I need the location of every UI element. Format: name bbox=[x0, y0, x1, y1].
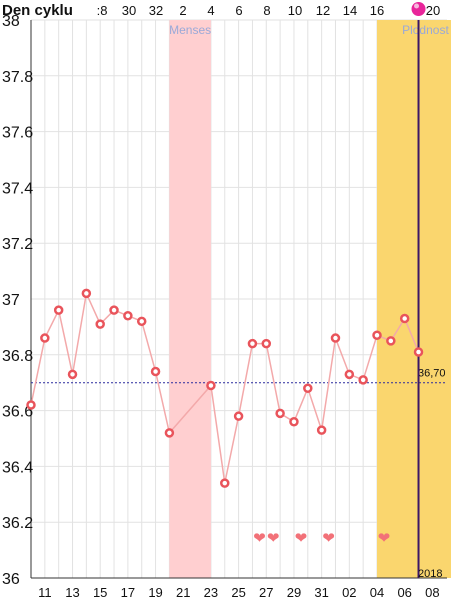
ovulation-icon bbox=[411, 2, 426, 16]
y-tick-label: 36.8 bbox=[2, 348, 33, 365]
temperature-point bbox=[316, 425, 327, 435]
x-tick-label: 11 bbox=[38, 585, 52, 600]
temperature-point bbox=[220, 478, 230, 488]
y-tick-label: 37.4 bbox=[2, 180, 33, 197]
top-axis-label: 14 bbox=[343, 3, 357, 18]
y-tick-label: 37.8 bbox=[2, 69, 33, 86]
x-tick-label: 27 bbox=[259, 585, 273, 600]
temperature-point bbox=[206, 380, 216, 391]
temperature-point bbox=[67, 369, 78, 380]
temperature-point bbox=[303, 383, 313, 394]
top-axis-label: 4 bbox=[207, 3, 214, 18]
x-tick-label: 04 bbox=[370, 585, 384, 600]
temperature-point bbox=[275, 408, 285, 419]
temperature-point bbox=[261, 338, 272, 349]
coverline-label: 36,70 bbox=[418, 368, 446, 380]
temperature-point bbox=[358, 375, 368, 385]
temperature-point bbox=[95, 319, 105, 329]
y-tick-label: 36.4 bbox=[2, 459, 33, 476]
x-tick-label: 08 bbox=[425, 585, 439, 600]
temperature-point bbox=[40, 333, 50, 343]
band-label: Menses bbox=[169, 23, 211, 37]
x-tick-label: 15 bbox=[93, 585, 107, 600]
temperature-point bbox=[386, 336, 396, 346]
intercourse-heart-icon: ❤ bbox=[253, 529, 266, 547]
y-tick-label: 37.6 bbox=[2, 125, 33, 142]
temperature-point bbox=[136, 316, 147, 327]
top-axis-label: 12 bbox=[316, 3, 330, 18]
intercourse-heart-icon: ❤ bbox=[378, 529, 391, 547]
top-axis-label: 32 bbox=[149, 3, 163, 18]
x-tick-label: 31 bbox=[314, 585, 328, 600]
temperature-point bbox=[289, 417, 299, 427]
year-label: 2018 bbox=[418, 568, 442, 580]
temperature-point bbox=[247, 338, 258, 349]
temperature-point bbox=[26, 400, 36, 410]
y-tick-label: 38 bbox=[2, 13, 20, 30]
band-label: Plodnost bbox=[402, 23, 449, 37]
y-tick-label: 36.6 bbox=[2, 404, 33, 421]
x-tick-label: 02 bbox=[342, 585, 356, 600]
x-tick-label: 21 bbox=[176, 585, 190, 600]
x-tick-label: 29 bbox=[287, 585, 301, 600]
x-tick-label: 23 bbox=[204, 585, 218, 600]
temperature-point bbox=[150, 366, 161, 377]
top-axis-label: 2 bbox=[179, 3, 186, 18]
x-tick-label: 13 bbox=[65, 585, 79, 600]
temperature-point bbox=[413, 347, 424, 357]
y-tick-label: 37.2 bbox=[2, 236, 33, 253]
intercourse-heart-icon: ❤ bbox=[267, 529, 280, 547]
y-tick-label: 36.2 bbox=[2, 515, 33, 532]
temperature-point bbox=[81, 288, 92, 299]
top-axis-label: 16 bbox=[370, 3, 384, 18]
top-axis-label: :8 bbox=[97, 3, 108, 18]
chart-marks: ❤ ❤ ❤ ❤ ❤ bbox=[26, 2, 426, 547]
temperature-point bbox=[399, 313, 410, 324]
intercourse-heart-icon: ❤ bbox=[295, 529, 308, 547]
top-axis-label: 20 bbox=[426, 3, 440, 18]
x-tick-label: 06 bbox=[397, 585, 411, 600]
top-axis-label: 6 bbox=[235, 3, 242, 18]
header-title: Den cyklu bbox=[2, 2, 73, 19]
ovulation-icon-highlight bbox=[414, 3, 420, 9]
top-axis-label: 10 bbox=[288, 3, 302, 18]
temperature-point bbox=[109, 305, 119, 315]
intercourse-heart-icon: ❤ bbox=[322, 529, 335, 547]
band-menses bbox=[169, 20, 211, 578]
x-tick-label: 17 bbox=[121, 585, 135, 600]
y-tick-label: 37 bbox=[2, 292, 20, 309]
temperature-point bbox=[123, 310, 133, 321]
band-plodnost bbox=[377, 20, 451, 578]
x-tick-label: 25 bbox=[231, 585, 245, 600]
temperature-point bbox=[344, 369, 355, 380]
top-axis-label: 30 bbox=[122, 3, 136, 18]
temperature-point bbox=[330, 333, 341, 343]
top-axis-label: 8 bbox=[263, 3, 270, 18]
temperature-point bbox=[164, 428, 175, 438]
temperature-point bbox=[53, 305, 64, 315]
temperature-point bbox=[233, 411, 244, 421]
cycle-bands: Menses Plodnost bbox=[169, 20, 451, 578]
x-tick-label: 19 bbox=[148, 585, 162, 600]
y-tick-label: 36 bbox=[2, 571, 20, 588]
temperature-point bbox=[372, 330, 382, 341]
axes: 36 36.2 36.4 36.6 36.8 37 37.2 37.4 37.6 37.8 38 :8… bbox=[2, 3, 447, 600]
